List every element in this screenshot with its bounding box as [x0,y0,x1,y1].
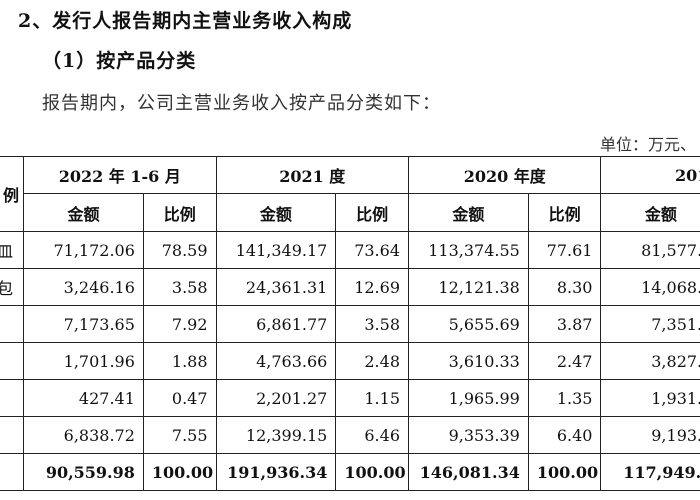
ratio-cell: 2.47 [527,342,602,380]
amount-cell: 3,827.4 [600,342,700,380]
table-body: 皿71,172.0678.59141,349.1773.64113,374.55… [0,231,700,491]
unit-note: 单位：万元、 [600,135,697,154]
amount-cell: 1,931.7 [600,379,700,417]
ratio-cell: 78.59 [142,231,217,269]
ratio-cell: 100.00 [527,453,602,491]
ratio-header: 比例 [142,193,217,232]
amount-cell: 12,399.15 [215,416,337,454]
period-header: 2020 年度 [407,156,602,194]
amount-cell: 14,068.0 [600,268,700,306]
amount-cell: 24,361.31 [215,268,337,306]
ratio-cell: 3.58 [335,305,409,343]
ratio-cell: 73.64 [335,231,409,269]
ratio-cell: 100.00 [142,453,217,491]
amount-cell: 4,763.66 [215,342,337,380]
product-name-cell [0,453,25,491]
revenue-by-product-table: 例 2022 年 1-6 月 2021 度 2020 年度 2019 金额 比例… [0,156,700,491]
amount-header: 金额 [23,193,144,232]
ratio-cell: 1.15 [335,379,409,417]
amount-cell: 9,353.39 [408,416,529,454]
amount-cell: 191,936.34 [215,453,337,491]
amount-cell: 141,349.17 [215,231,337,269]
amount-header: 金额 [600,193,700,232]
ratio-cell: 3.58 [142,268,217,306]
ratio-cell: 6.46 [335,416,409,454]
product-name-cell [0,416,25,454]
amount-cell: 427.41 [23,379,144,417]
ratio-cell: 1.88 [142,342,217,380]
product-name-cell: 包 [0,268,25,306]
amount-cell: 1,965.99 [408,379,529,417]
table-row: 皿71,172.0678.59141,349.1773.64113,374.55… [0,231,700,269]
amount-cell: 3,246.16 [23,268,144,306]
table-row: 6,838.72 7.55 12,399.15 6.46 9,353.39 6.40 9,1… [0,416,700,454]
amount-cell: 71,172.06 [23,231,144,269]
table-row: 7,173.65 7.92 6,861.77 3.58 5,655.69 3.87 7,35… [0,305,700,343]
table-row: 1,701.96 1.88 4,763.66 2.48 3,610.33 2.47 3,82… [0,342,700,380]
amount-cell: 7,173.65 [23,305,144,343]
table-row: 427.410.472,201.271.151,965.991.351,931.… [0,379,700,417]
ratio-cell: 12.69 [335,268,409,306]
ratio-cell: 7.55 [142,416,217,454]
ratio-header: 比例 [527,193,602,232]
amount-cell: 6,861.77 [215,305,337,343]
amount-cell: 81,577.2 [600,231,700,269]
section-heading: 2、发行人报告期内主营业务收入构成 [18,10,353,32]
amount-cell: 146,081.34 [408,453,529,491]
amount-cell: 12,121.38 [408,268,529,306]
subsection-heading: （1）按产品分类 [42,50,197,72]
amount-cell: 1,701.96 [23,342,144,380]
product-name-cell [0,342,25,380]
product-name-cell [0,379,25,417]
ratio-cell: 8.30 [527,268,602,306]
ratio-cell: 2.48 [335,342,409,380]
ratio-cell: 7.92 [142,305,217,343]
amount-cell: 5,655.69 [408,305,529,343]
period-header: 2019 [600,156,700,194]
ratio-cell: 100.00 [335,453,409,491]
intro-paragraph: 报告期内，公司主营业务收入按产品分类如下： [42,93,441,114]
amount-cell: 6,838.72 [23,416,144,454]
product-name-cell [0,305,25,343]
amount-cell: 7,351.6 [600,305,700,343]
ratio-cell: 6.40 [527,416,602,454]
amount-cell: 113,374.55 [408,231,529,269]
amount-header: 金额 [408,193,529,232]
ratio-cell: 1.35 [527,379,602,417]
ratio-cell: 77.61 [527,231,602,269]
amount-header: 金额 [215,193,337,232]
amount-cell: 2,201.27 [215,379,337,417]
period-header: 2021 度 [215,156,410,194]
table-row: 包3,246.163.5824,361.3112.6912,121.388.30… [0,268,700,306]
revenue-table-container: 例 2022 年 1-6 月 2021 度 2020 年度 2019 金额 比例… [0,156,700,500]
amount-cell: 3,610.33 [408,342,529,380]
amount-cell: 9,193.7 [600,416,700,454]
amount-cell: 90,559.98 [23,453,144,491]
ratio-cell: 3.87 [527,305,602,343]
product-name-cell: 皿 [0,231,25,269]
ratio-cell: 0.47 [142,379,217,417]
amount-cell: 117,949.9 [600,453,700,491]
ratio-header: 比例 [335,193,409,232]
period-header: 2022 年 1-6 月 [23,156,217,194]
product-column-header: 例 [0,156,25,232]
table-total-row: 90,559.98 100.00 191,936.34 100.00 146,081.3… [0,453,700,491]
